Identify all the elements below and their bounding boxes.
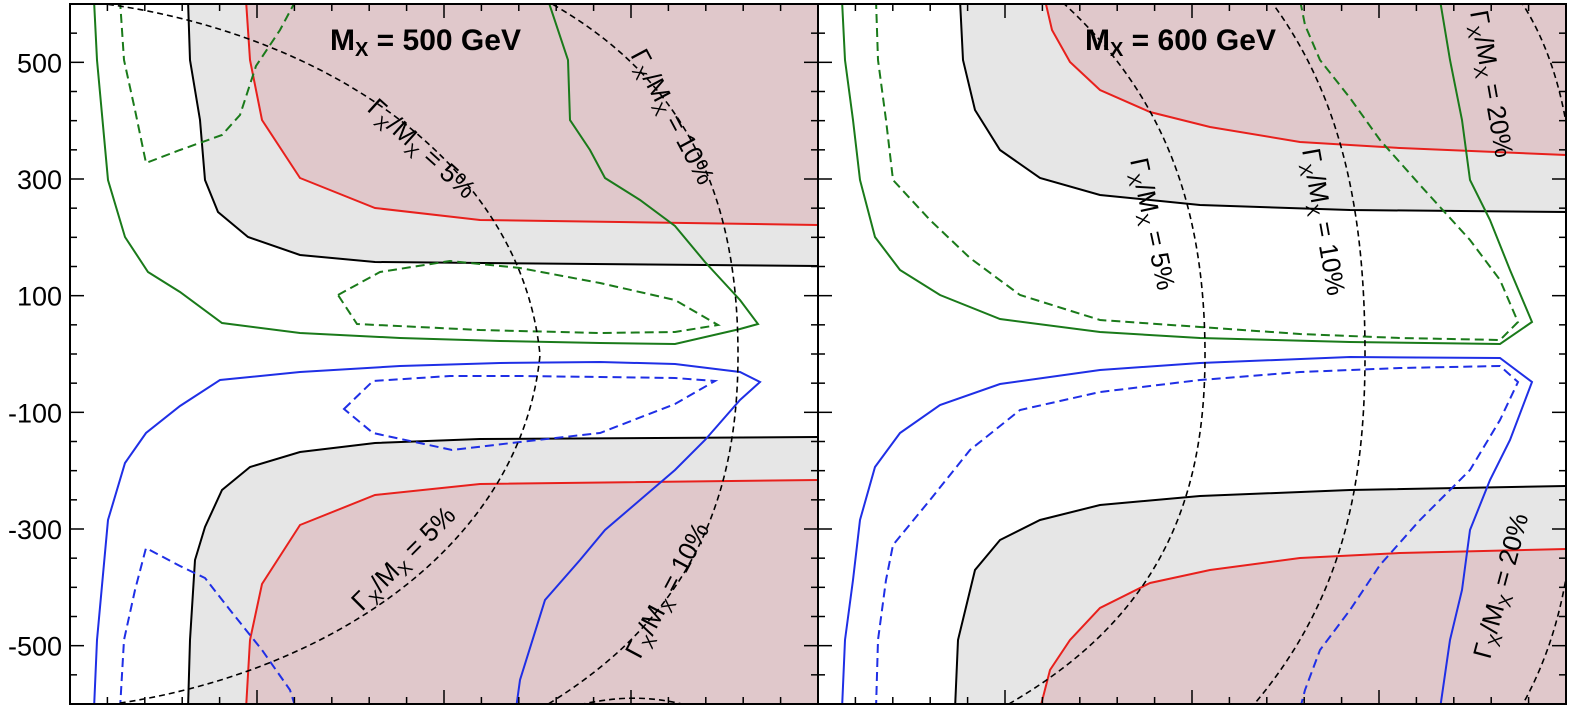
contour-green-dashed <box>875 4 1520 342</box>
contour-black-top <box>959 4 1566 213</box>
y-tick-label: -100 <box>8 398 62 428</box>
excluded-region-rose-top <box>246 4 818 225</box>
panel-title: MX = 500 GeV <box>330 24 521 61</box>
contour-red-bottom <box>1040 548 1566 704</box>
contour-blue-solid <box>841 355 1534 704</box>
contour-blue-dashed <box>875 364 1520 704</box>
y-axis: 500 300 100 -100 -300 -500 <box>8 48 62 661</box>
excluded-region-rose-top <box>1045 4 1566 155</box>
width-contour-10pct <box>1253 4 1366 704</box>
contour-blue-solid <box>93 360 762 704</box>
contour-green-solid <box>93 4 760 346</box>
width-label-5pct: ΓX/MX = 5% <box>1120 155 1181 294</box>
excluded-region-rose-bottom <box>1041 549 1566 704</box>
y-tick-label: -500 <box>8 632 62 662</box>
width-contour-5pct <box>1006 4 1206 704</box>
contour-black-bottom <box>187 436 818 704</box>
contour-black-bottom <box>954 485 1566 704</box>
contour-blue-dashed-center <box>342 375 719 452</box>
y-tick-label: 300 <box>17 165 62 195</box>
panel-left: MX = 500 GeV ΓX/MX = 5% ΓX/MX = 10% ΓX/M… <box>69 3 819 705</box>
contour-blue-dashed-left <box>119 546 296 704</box>
panel-right: MX = 600 GeV ΓX/MX = 20% ΓX/MX = 5% ΓX/M… <box>817 3 1567 705</box>
width-contour-20pct-top <box>1521 4 1566 128</box>
width-contour-5pct <box>99 4 541 704</box>
y-tick-label: 100 <box>17 282 62 312</box>
contour-red-bottom <box>245 479 818 704</box>
excluded-region-rose-bottom <box>246 480 818 704</box>
contour-green-dashed-center <box>336 259 721 335</box>
y-tick-label: 500 <box>17 48 62 78</box>
tick-marks <box>70 4 1566 704</box>
y-tick-label: -300 <box>8 515 62 545</box>
contour-red-top <box>245 4 818 226</box>
contour-green-dashed-left <box>119 4 295 165</box>
width-contour-10pct <box>546 4 739 704</box>
panel-title: MX = 600 GeV <box>1085 24 1276 61</box>
contour-black-top <box>187 4 818 267</box>
contour-green-solid <box>841 4 1534 346</box>
